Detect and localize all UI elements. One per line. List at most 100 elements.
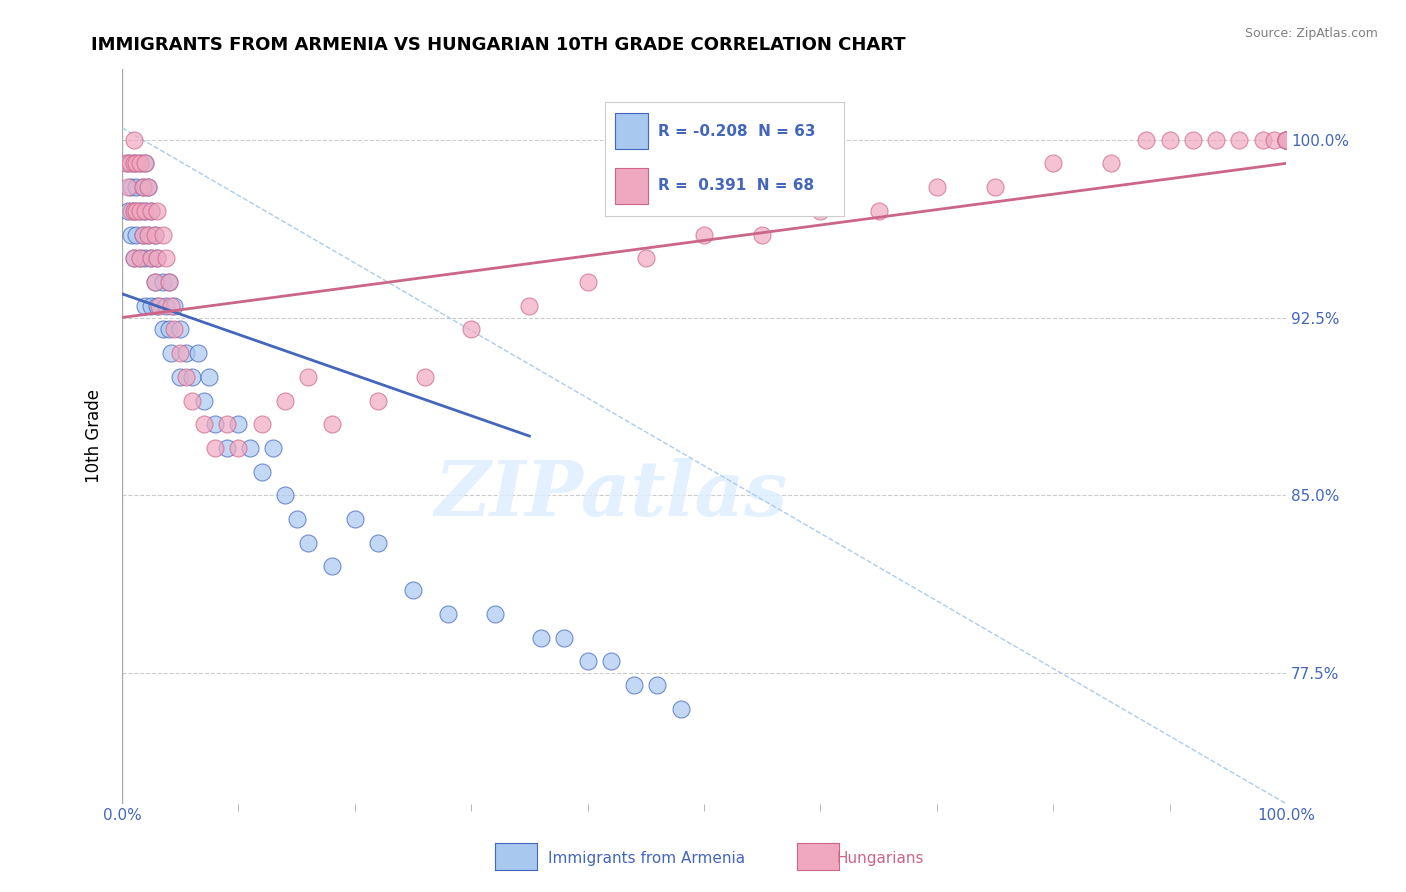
Point xyxy=(117,203,139,218)
Point xyxy=(808,203,831,218)
Point xyxy=(157,322,180,336)
Point xyxy=(1181,133,1204,147)
Point xyxy=(114,156,136,170)
Point xyxy=(228,417,250,432)
Point xyxy=(274,488,297,502)
Point xyxy=(163,322,186,336)
Point xyxy=(143,275,166,289)
Point xyxy=(1099,156,1122,170)
Point xyxy=(1205,133,1227,147)
Point xyxy=(553,631,575,645)
Point xyxy=(155,251,177,265)
Point xyxy=(460,322,482,336)
Point xyxy=(148,299,170,313)
Point xyxy=(576,275,599,289)
Point xyxy=(122,251,145,265)
Point xyxy=(134,203,156,218)
Point xyxy=(141,203,163,218)
Point xyxy=(143,227,166,242)
Point xyxy=(169,322,191,336)
Point xyxy=(120,227,142,242)
Point xyxy=(157,275,180,289)
Point xyxy=(128,203,150,218)
Point xyxy=(122,203,145,218)
Point xyxy=(132,180,155,194)
Point xyxy=(169,369,191,384)
Point xyxy=(141,251,163,265)
Point xyxy=(141,299,163,313)
Point xyxy=(125,227,148,242)
Point xyxy=(984,180,1007,194)
Point xyxy=(146,299,169,313)
Point xyxy=(1229,133,1251,147)
Point xyxy=(215,441,238,455)
Point xyxy=(1275,133,1298,147)
Point xyxy=(122,133,145,147)
Point xyxy=(204,441,226,455)
Text: Immigrants from Armenia: Immigrants from Armenia xyxy=(548,851,745,865)
Point xyxy=(925,180,948,194)
Point xyxy=(120,156,142,170)
Point xyxy=(141,203,163,218)
Point xyxy=(180,393,202,408)
Point xyxy=(128,251,150,265)
Point xyxy=(128,203,150,218)
Point xyxy=(128,251,150,265)
Point xyxy=(134,251,156,265)
Point xyxy=(204,417,226,432)
Point xyxy=(198,369,221,384)
Point xyxy=(402,583,425,598)
Point xyxy=(125,156,148,170)
Point xyxy=(128,156,150,170)
Point xyxy=(120,180,142,194)
Point xyxy=(530,631,553,645)
Point xyxy=(599,654,621,668)
Point xyxy=(174,369,197,384)
Point xyxy=(1275,133,1298,147)
Point xyxy=(274,393,297,408)
Point xyxy=(141,251,163,265)
Point xyxy=(143,227,166,242)
Point xyxy=(193,417,215,432)
Point xyxy=(297,535,319,549)
Point xyxy=(1263,133,1285,147)
Point xyxy=(239,441,262,455)
Point xyxy=(321,559,343,574)
Point xyxy=(285,512,308,526)
Point xyxy=(160,299,183,313)
Point xyxy=(134,156,156,170)
Point xyxy=(321,417,343,432)
Point xyxy=(623,678,645,692)
Point xyxy=(136,180,159,194)
Point xyxy=(152,227,174,242)
Point xyxy=(484,607,506,621)
Point xyxy=(228,441,250,455)
Text: Source: ZipAtlas.com: Source: ZipAtlas.com xyxy=(1244,27,1378,40)
Point xyxy=(136,180,159,194)
Point xyxy=(1251,133,1274,147)
Point xyxy=(136,227,159,242)
Point xyxy=(120,203,142,218)
Point xyxy=(174,346,197,360)
Point xyxy=(146,251,169,265)
Point xyxy=(125,180,148,194)
Text: ZIPatlas: ZIPatlas xyxy=(434,458,787,532)
Point xyxy=(160,346,183,360)
Text: IMMIGRANTS FROM ARMENIA VS HUNGARIAN 10TH GRADE CORRELATION CHART: IMMIGRANTS FROM ARMENIA VS HUNGARIAN 10T… xyxy=(91,36,905,54)
Point xyxy=(215,417,238,432)
Point xyxy=(122,156,145,170)
Point xyxy=(152,322,174,336)
Point xyxy=(128,156,150,170)
Point xyxy=(132,227,155,242)
Point xyxy=(193,393,215,408)
Point xyxy=(751,227,773,242)
Point xyxy=(367,393,389,408)
Point xyxy=(413,369,436,384)
Point xyxy=(437,607,460,621)
Point xyxy=(262,441,284,455)
Point xyxy=(367,535,389,549)
Point xyxy=(134,299,156,313)
Point xyxy=(187,346,209,360)
Point xyxy=(169,346,191,360)
Point xyxy=(146,203,169,218)
